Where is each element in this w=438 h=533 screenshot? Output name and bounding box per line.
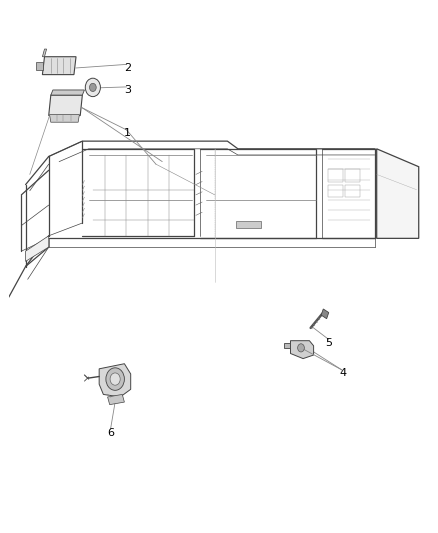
Polygon shape: [55, 107, 59, 113]
Text: 3: 3: [124, 85, 131, 95]
Polygon shape: [61, 107, 66, 113]
Polygon shape: [42, 56, 76, 75]
Polygon shape: [49, 115, 79, 122]
Polygon shape: [42, 49, 46, 56]
Polygon shape: [51, 90, 85, 95]
Polygon shape: [49, 95, 82, 116]
Text: 2: 2: [124, 63, 131, 73]
Text: 4: 4: [339, 368, 346, 378]
Polygon shape: [377, 149, 419, 238]
Polygon shape: [36, 62, 43, 69]
Polygon shape: [67, 107, 72, 113]
Circle shape: [110, 373, 120, 385]
Polygon shape: [74, 107, 78, 113]
Text: 1: 1: [124, 128, 131, 139]
Polygon shape: [108, 394, 124, 405]
Polygon shape: [284, 343, 290, 349]
Polygon shape: [321, 309, 329, 319]
Circle shape: [106, 368, 124, 390]
Circle shape: [85, 78, 100, 96]
Text: 5: 5: [326, 338, 333, 348]
Text: 6: 6: [107, 428, 114, 438]
Polygon shape: [236, 222, 261, 228]
Polygon shape: [25, 236, 49, 261]
Circle shape: [89, 83, 96, 92]
Polygon shape: [290, 341, 314, 359]
Polygon shape: [99, 364, 131, 397]
Circle shape: [298, 344, 304, 352]
